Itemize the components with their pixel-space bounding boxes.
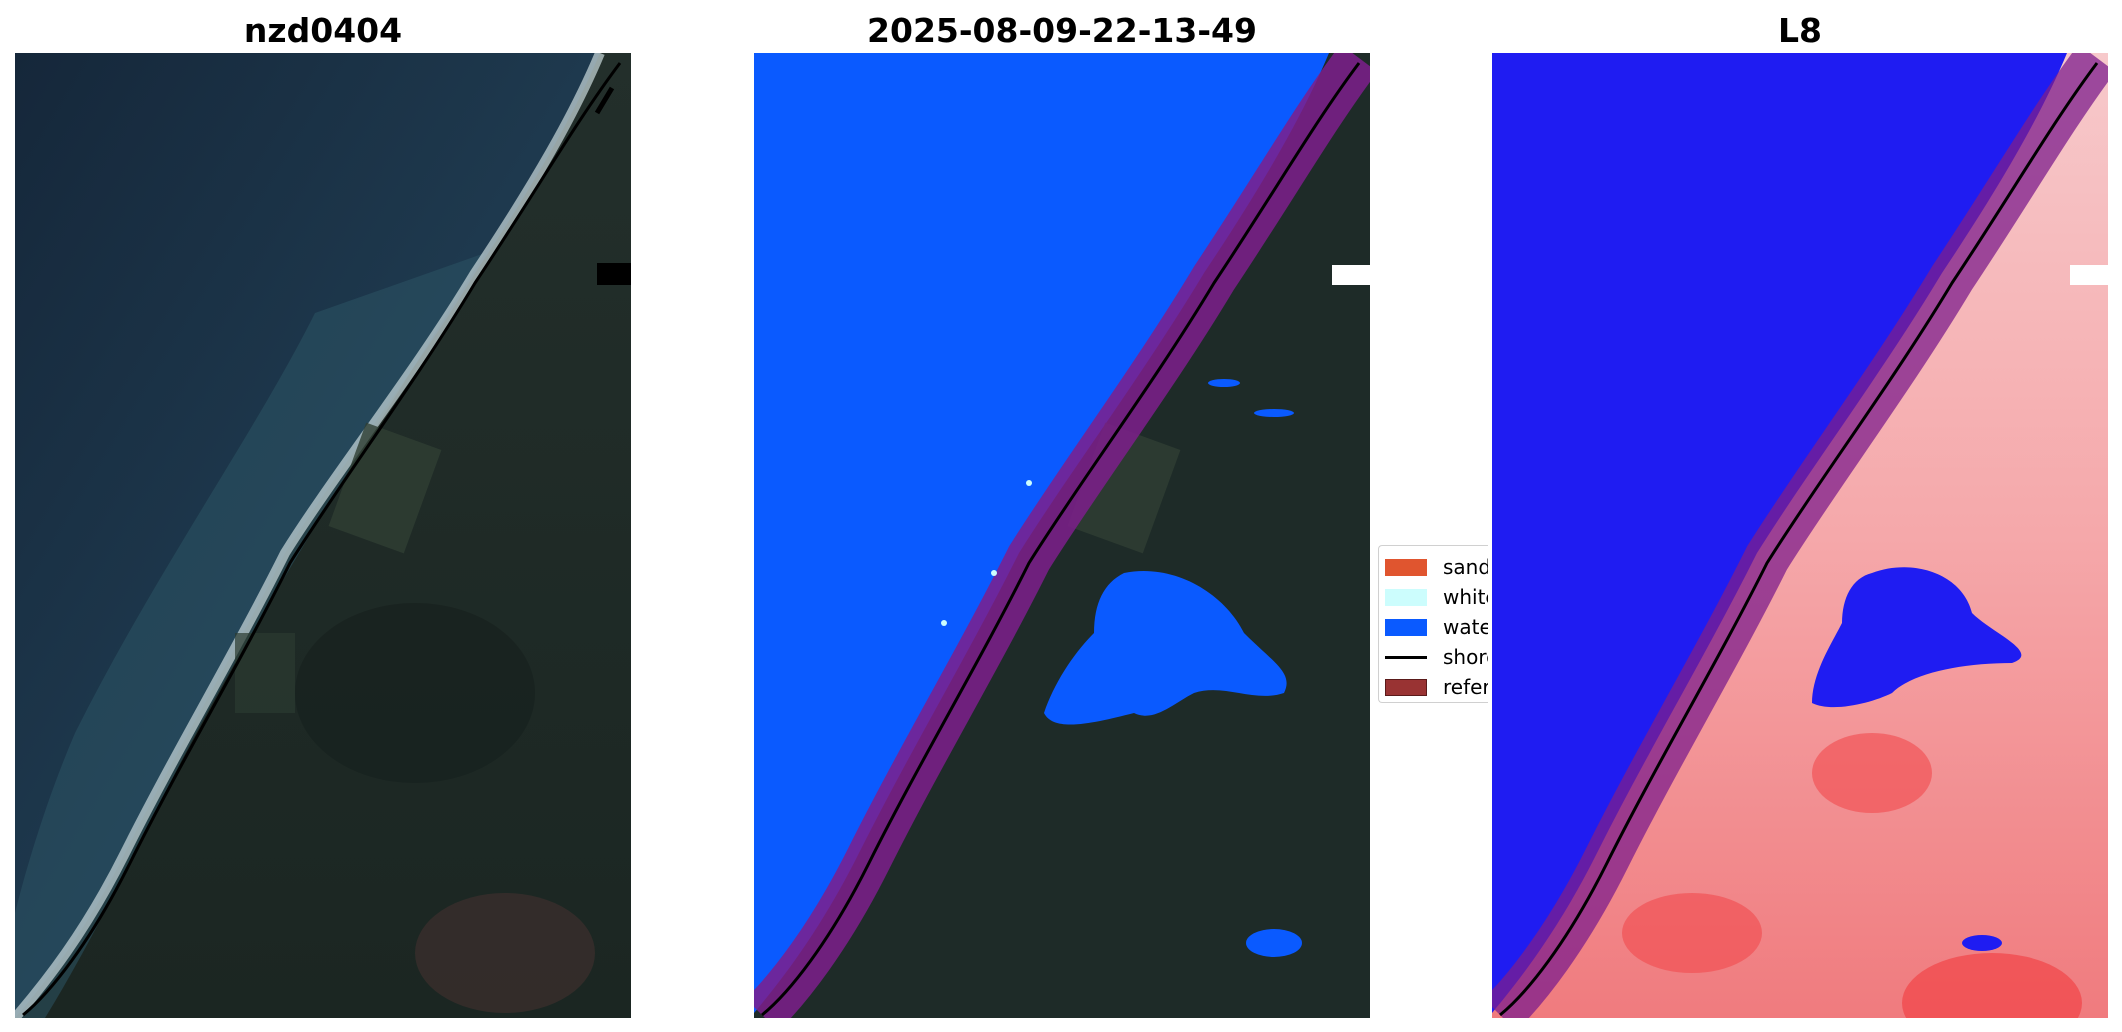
map-legend: sand white-water water shoreline referen… bbox=[1378, 545, 1488, 703]
index-image bbox=[1492, 53, 2108, 1018]
classified-image-panel bbox=[754, 53, 1370, 1018]
legend-swatch-white-water bbox=[1385, 588, 1427, 606]
legend-label-shoreline: shoreline bbox=[1443, 645, 1488, 669]
legend-label-reference-buffer: reference shoreline buffer bbox=[1443, 675, 1488, 699]
classified-image bbox=[754, 53, 1370, 1018]
panel-title-rgb: nzd0404 bbox=[243, 11, 403, 50]
panel-title-index: L8 bbox=[1778, 11, 1822, 50]
legend-item-reference-buffer: reference shoreline buffer bbox=[1379, 672, 1488, 702]
rgb-image-panel bbox=[15, 53, 631, 1018]
legend-label-white-water: white-water bbox=[1443, 585, 1488, 609]
index-image-panel bbox=[1492, 53, 2108, 1018]
legend-label-water: water bbox=[1443, 615, 1488, 639]
legend-item-white-water: white-water bbox=[1379, 582, 1488, 612]
legend-label-sand: sand bbox=[1443, 555, 1488, 579]
legend-swatch-shoreline bbox=[1385, 655, 1427, 659]
legend-swatch-water bbox=[1385, 618, 1427, 636]
legend-swatch-sand bbox=[1385, 558, 1427, 576]
legend-swatch-reference-buffer bbox=[1385, 678, 1427, 696]
legend-item-water: water bbox=[1379, 612, 1488, 642]
legend-item-shoreline: shoreline bbox=[1379, 642, 1488, 672]
panel-title-classified: 2025-08-09-22-13-49 bbox=[867, 11, 1257, 50]
legend-item-sand: sand bbox=[1379, 552, 1488, 582]
rgb-image bbox=[15, 53, 631, 1018]
